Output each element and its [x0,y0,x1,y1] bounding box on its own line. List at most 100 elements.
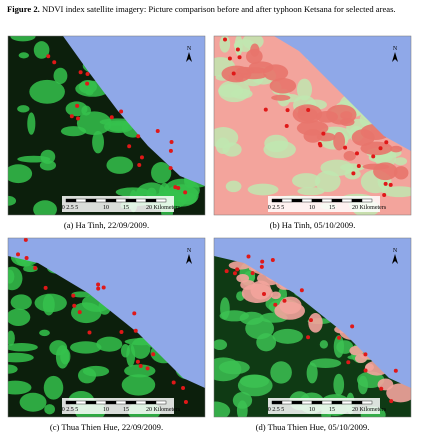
sample-point [133,328,138,333]
sea [214,238,411,388]
vegetation-patch [106,156,134,174]
scale-bar-segment [311,400,323,405]
sample-point [96,282,101,287]
sample-point [24,256,29,261]
map-image [8,27,205,215]
map-image [214,238,411,417]
figure-caption: Figure 2. NDVI index satellite imagery: … [7,4,417,14]
vegetation-patch [49,340,68,356]
sample-point [388,182,393,187]
vegetation-patch [314,170,341,193]
vegetation-patch [40,149,56,164]
sample-point [250,271,255,276]
vegetation-patch [8,352,34,363]
sample-point [223,37,228,42]
vegetation-patch [381,186,411,198]
sample-point [235,47,240,52]
scale-bar-segment [145,400,157,405]
vegetation-patch [320,159,354,177]
scale-bar-segment [351,198,363,203]
vegetation-patch [10,36,36,42]
sample-point [96,286,101,291]
sample-point [127,144,132,149]
sample-point [169,140,174,145]
sample-point [235,267,240,272]
vegetation-patch [272,328,303,344]
scale-label: 0 2.5 5 [268,407,285,413]
vegetation-patch [357,371,385,389]
sample-point [246,254,251,259]
scale-label: 15 [329,407,335,413]
scale-bar-segment [75,400,87,405]
sample-point [262,292,267,297]
scale-label: 20 Kilometers [146,205,181,211]
north-arrow [392,52,398,62]
sample-point [231,71,236,76]
sample-point [343,145,348,150]
vegetation-patch [296,78,313,101]
vegetation-patch [71,291,91,298]
scale-bar-segment [115,198,127,203]
sample-point [16,27,20,31]
sample-point [46,54,51,59]
vegetation-patch [78,79,98,94]
scale-bar-segment [281,198,293,203]
scale-bar-segment [271,400,283,405]
vegetation-patch [8,343,38,352]
damage-patch [393,166,409,180]
vegetation-patch [239,311,264,325]
sample-point [135,359,140,364]
scale-bar-segment [311,198,323,203]
sample-point [137,162,142,167]
sample-point [382,193,387,198]
damage-patch [271,94,291,101]
sample-point [69,114,74,119]
scale-label: 10 [103,205,109,211]
vegetation-patch [92,130,104,154]
map-border [7,35,206,216]
scale-bar-segment [331,198,343,203]
north-arrow [186,52,192,62]
scale-bar-segment [351,400,363,405]
vegetation-patch [309,358,342,369]
north-label: N [187,248,192,254]
map-image [214,36,411,215]
vegetation-patch [319,340,329,349]
scale-bar-segment [271,198,283,203]
vegetation-patch [214,339,228,351]
vegetation-patch [151,162,172,184]
scale-bar-segment [85,400,97,405]
scale-bar-segment [125,400,137,405]
scale-bar-segment [301,400,313,405]
scale-bar-segment [291,400,303,405]
vegetation-patch [43,375,64,400]
sample-point [299,288,304,293]
scale-bar-segment [145,198,157,203]
vegetation-patch [121,374,156,396]
vegetation-patch [44,404,55,415]
sample-point [284,123,289,128]
scale-bar-segment [341,198,353,203]
sample-point [384,140,389,145]
sample-point [306,108,311,113]
north-arrow [186,254,192,264]
scale-label: 15 [123,205,129,211]
scale-label: 10 [103,407,109,413]
sample-point [75,116,80,121]
scale-bar-segment [135,198,147,203]
sample-point [351,171,356,176]
vegetation-patch [10,294,32,310]
damage-patch [241,283,273,304]
damage-patch [270,291,281,300]
vegetation-patch [130,337,151,359]
vegetation-patch [33,41,50,59]
vegetation-patch [34,293,67,313]
vegetation-patch [225,180,242,193]
vegetation-patch [8,364,18,374]
scale-label: 10 [309,205,315,211]
vegetation-patch [17,105,30,113]
vegetation-patch [214,401,231,417]
sample-point [168,166,173,171]
panel-caption: (b) Ha Tinh, 05/10/2009. [270,220,356,230]
